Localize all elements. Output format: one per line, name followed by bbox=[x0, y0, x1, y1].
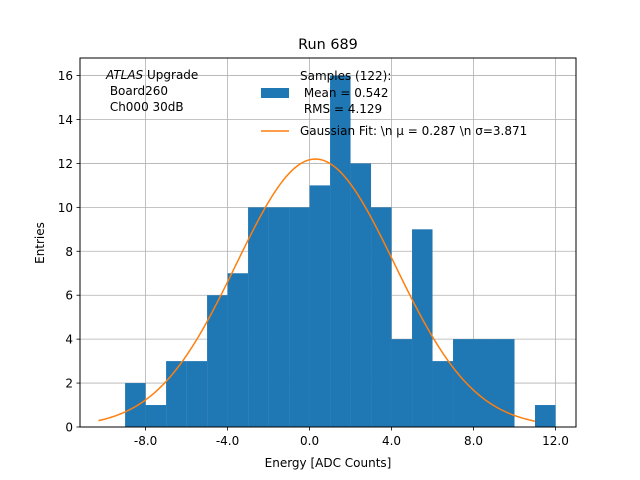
y-tick-label-3: 6 bbox=[65, 289, 73, 303]
histogram-bar-17 bbox=[473, 339, 495, 427]
histogram-bar-20 bbox=[535, 405, 556, 427]
x-tick-label-2: 0.0 bbox=[300, 434, 319, 448]
y-tick-label-4: 8 bbox=[65, 245, 73, 259]
channel-label: Ch000 30dB bbox=[106, 100, 184, 114]
atlas-upgrade: Upgrade bbox=[143, 68, 198, 82]
legend: Samples (122): Mean = 0.542 RMS = 4.129 … bbox=[261, 69, 527, 138]
board-label: Board260 bbox=[106, 84, 168, 98]
atlas-annotation: ATLAS Upgrade Board260 Ch000 30dB bbox=[105, 68, 198, 114]
histogram-bar-15 bbox=[432, 361, 454, 427]
histogram-bar-10 bbox=[330, 75, 351, 428]
x-tick-label-1: -4.0 bbox=[216, 434, 239, 448]
x-tick-label-4: 8.0 bbox=[464, 434, 483, 448]
x-tick-label-5: 12.0 bbox=[542, 434, 569, 448]
atlas-italic: ATLAS bbox=[105, 68, 144, 82]
histogram-bar-4 bbox=[207, 295, 228, 427]
histogram-bar-14 bbox=[412, 229, 433, 427]
legend-fit-label: Gaussian Fit: \n μ = 0.287 \n σ=3.871 bbox=[300, 124, 527, 138]
legend-samples-rms: RMS = 4.129 bbox=[300, 102, 382, 116]
histogram-bars bbox=[125, 75, 556, 428]
chart-title: Run 689 bbox=[298, 37, 358, 53]
y-tick-label-1: 2 bbox=[65, 377, 73, 391]
x-axis-label: Energy [ADC Counts] bbox=[265, 456, 392, 470]
y-tick-label-2: 4 bbox=[65, 333, 73, 347]
histogram-bar-6 bbox=[248, 207, 269, 427]
x-tick-label-0: -8.0 bbox=[134, 434, 157, 448]
histogram-bar-12 bbox=[371, 207, 392, 427]
histogram-bar-3 bbox=[186, 361, 208, 427]
x-axis-ticks: -8.0 -4.0 0.0 4.0 8.0 12.0 bbox=[134, 427, 569, 448]
y-tick-label-7: 14 bbox=[58, 113, 73, 127]
histogram-bar-11 bbox=[350, 163, 372, 427]
x-tick-label-3: 4.0 bbox=[382, 434, 401, 448]
histogram-bar-13 bbox=[391, 339, 413, 427]
legend-samples-swatch bbox=[261, 88, 289, 98]
histogram-bar-9 bbox=[309, 185, 331, 427]
legend-samples-mean: Mean = 0.542 bbox=[300, 86, 389, 100]
histogram-bar-16 bbox=[453, 339, 474, 427]
y-tick-label-0: 0 bbox=[65, 421, 73, 435]
histogram-bar-0 bbox=[125, 383, 146, 427]
atlas-label: ATLAS Upgrade bbox=[105, 68, 198, 82]
histogram-bar-1 bbox=[145, 405, 167, 427]
histogram-bar-7 bbox=[268, 207, 290, 427]
histogram-bar-2 bbox=[166, 361, 187, 427]
histogram-bar-8 bbox=[289, 207, 310, 427]
plot-frame bbox=[79, 57, 577, 428]
y-tick-label-6: 12 bbox=[58, 157, 73, 171]
y-tick-label-5: 10 bbox=[58, 201, 73, 215]
histogram-bar-18 bbox=[494, 339, 515, 427]
y-axis-ticks: 0 2 4 6 8 10 12 14 16 bbox=[58, 69, 80, 435]
histogram-bar-5 bbox=[227, 273, 249, 427]
y-axis-label: Entries bbox=[33, 222, 47, 264]
legend-samples-title: Samples (122): bbox=[300, 69, 391, 83]
y-tick-label-8: 16 bbox=[58, 69, 73, 83]
gaussian-fit-curve bbox=[98, 158, 536, 422]
